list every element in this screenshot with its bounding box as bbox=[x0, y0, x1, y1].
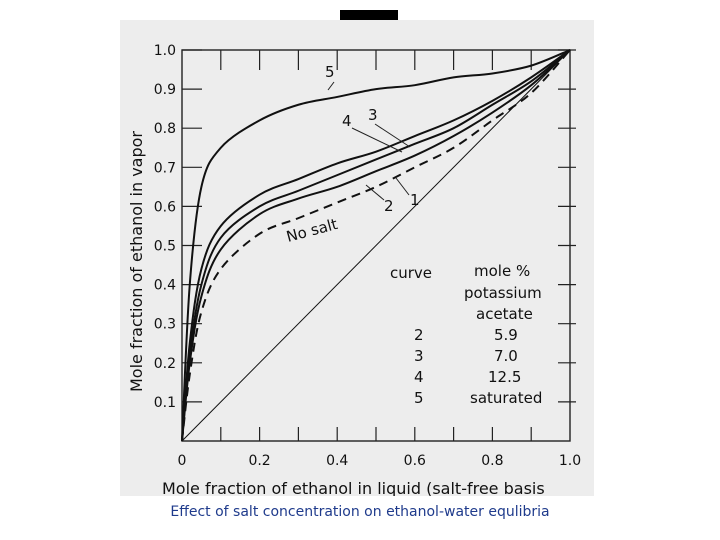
series-line-diagonal bbox=[181, 49, 571, 442]
legend-row-value: 12.5 bbox=[488, 368, 521, 386]
x-tick-label: 0.4 bbox=[326, 453, 348, 469]
curve-label-3: 3 bbox=[368, 106, 378, 124]
series-line-5 bbox=[181, 49, 571, 442]
legend-row-curve: 2 bbox=[414, 326, 424, 344]
x-tick-label: 0.2 bbox=[248, 453, 270, 469]
x-tick-label: 0.8 bbox=[481, 453, 503, 469]
legend-header-mole-1: mole % bbox=[474, 262, 530, 280]
x-tick-label: 1.0 bbox=[559, 453, 581, 469]
curve-label-5: 5 bbox=[325, 63, 335, 81]
legend-row-curve: 5 bbox=[414, 389, 424, 407]
legend-header-curve: curve bbox=[390, 264, 432, 282]
y-tick-label: 0.7 bbox=[154, 160, 176, 176]
y-tick-label: 0.2 bbox=[154, 356, 176, 372]
y-tick-label: 0.1 bbox=[154, 395, 176, 411]
legend-row-value: 7.0 bbox=[494, 347, 518, 365]
leader-line bbox=[395, 177, 410, 196]
y-tick-label: 0.3 bbox=[154, 317, 176, 333]
series-line-4 bbox=[181, 49, 571, 442]
legend-row-value: saturated bbox=[470, 389, 542, 407]
leader-line bbox=[351, 127, 403, 153]
y-tick-label: 0.5 bbox=[154, 239, 176, 255]
chart-svg: 0.1 0.2 0.3 0.4 0.5 0.6 0.7 0.8 0.9 1.0 0 0.2 0.4 0.6… bbox=[120, 20, 594, 496]
y-tick-label: 0.8 bbox=[154, 121, 176, 137]
series-line-2 bbox=[181, 49, 571, 442]
legend-header-mole-2: potassium bbox=[464, 284, 542, 302]
figure-background bbox=[120, 20, 594, 496]
leader-line bbox=[374, 123, 411, 148]
x-tick-label: 0 bbox=[178, 453, 187, 469]
x-axis-label: Mole fraction of ethanol in liquid (salt… bbox=[162, 479, 545, 496]
legend-row-curve: 4 bbox=[414, 368, 424, 386]
legend-row-value: 5.9 bbox=[494, 326, 518, 344]
legend-row-curve: 3 bbox=[414, 347, 424, 365]
y-tick-label: 0.4 bbox=[154, 278, 176, 294]
curve-label-2: 2 bbox=[384, 197, 394, 215]
legend-header-mole-3: acetate bbox=[476, 305, 533, 323]
x-tick-label: 0.6 bbox=[404, 453, 426, 469]
slide-caption: Effect of salt concentration on ethanol-… bbox=[170, 504, 550, 520]
series-line-3 bbox=[181, 49, 571, 442]
chart-figure: 0.1 0.2 0.3 0.4 0.5 0.6 0.7 0.8 0.9 1.0 0 0.2 0.4 0.6… bbox=[120, 20, 594, 496]
y-tick-label: 1.0 bbox=[154, 43, 176, 59]
curve-label-4: 4 bbox=[342, 112, 352, 130]
curve-label-1: 1 bbox=[410, 191, 420, 209]
leader-line bbox=[327, 81, 335, 91]
leader-line bbox=[365, 184, 385, 201]
y-tick-label: 0.9 bbox=[154, 82, 176, 98]
y-axis-label: Mole fraction of ethanol in vapor bbox=[127, 131, 146, 392]
y-tick-label: 0.6 bbox=[154, 199, 176, 215]
